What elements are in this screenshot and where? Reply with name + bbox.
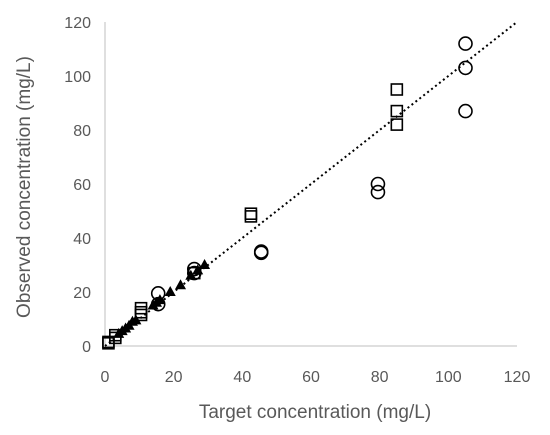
- x-axis-title: Target concentration (mg/L): [199, 402, 431, 423]
- data-points: [102, 36, 473, 350]
- y-tick-label: 120: [64, 15, 91, 32]
- data-point-circle: [458, 103, 473, 119]
- y-tick-label: 40: [73, 231, 91, 248]
- x-tick-label: 20: [165, 369, 183, 386]
- data-point-circle: [458, 36, 473, 51]
- data-point-square: [390, 83, 404, 96]
- trendline: [104, 21, 518, 347]
- data-point-triangle: [175, 279, 187, 290]
- data-point-triangle: [192, 264, 204, 275]
- y-tick-label: 80: [73, 123, 91, 140]
- data-point-square: [102, 335, 115, 349]
- data-point-square: [244, 207, 258, 220]
- y-tick-label: 20: [73, 285, 91, 302]
- data-point-triangle: [154, 294, 166, 305]
- data-point-square: [134, 301, 148, 315]
- y-tick-label: 100: [64, 69, 91, 86]
- x-tick-label: 0: [101, 369, 110, 386]
- y-tick-label: 60: [73, 177, 91, 194]
- data-point-circle: [458, 60, 473, 76]
- data-point-triangle: [185, 269, 197, 280]
- data-point-circle: [253, 244, 269, 259]
- y-axis-title: Observed concentration (mg/L): [14, 56, 35, 318]
- data-point-triangle: [199, 259, 211, 269]
- y-tick-label: 0: [82, 339, 91, 356]
- data-point-circle: [186, 261, 202, 277]
- x-tick-label: 60: [302, 369, 320, 386]
- x-tick-label: 40: [233, 369, 251, 386]
- tick-labels: 0 20 40 60 80 100 120 0 20 40 60 80 100 120: [64, 15, 530, 386]
- data-point-square: [390, 104, 404, 118]
- data-point-square: [244, 210, 258, 223]
- data-point-circle: [370, 176, 386, 192]
- data-point-square: [134, 305, 148, 319]
- data-point-square: [390, 118, 404, 131]
- trendline-layer: [104, 21, 518, 347]
- data-point-triangle: [164, 286, 176, 296]
- data-point-triangle: [130, 314, 142, 325]
- x-tick-label: 80: [371, 369, 389, 386]
- axes: [104, 22, 517, 347]
- x-tick-label: 100: [435, 369, 462, 386]
- x-tick-label: 120: [504, 369, 531, 386]
- data-point-circle: [370, 184, 386, 200]
